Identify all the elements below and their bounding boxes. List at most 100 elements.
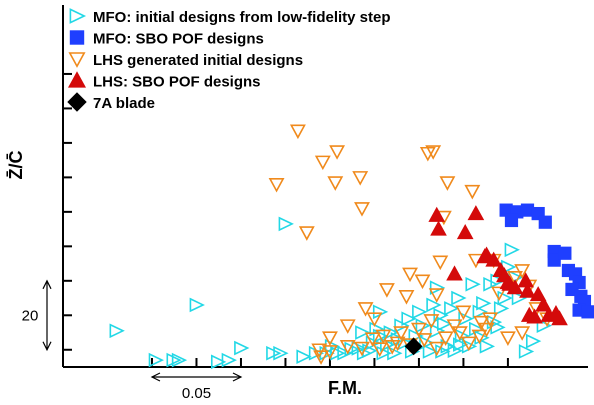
data-point xyxy=(519,282,536,298)
legend-label: 7A blade xyxy=(93,95,155,112)
data-point xyxy=(476,295,492,311)
data-point xyxy=(471,329,488,345)
data-point xyxy=(296,349,312,364)
data-point xyxy=(423,314,440,329)
data-point xyxy=(426,297,442,313)
data-point xyxy=(322,331,338,346)
data-point xyxy=(189,297,205,313)
data-point xyxy=(371,342,388,357)
data-point xyxy=(313,350,329,365)
legend-marker xyxy=(68,52,86,68)
data-point xyxy=(436,316,453,332)
data-point xyxy=(511,290,528,306)
data-point xyxy=(493,301,510,316)
data-point xyxy=(171,352,188,368)
data-point xyxy=(478,322,495,338)
y-axis-label: Z̄/C̄ xyxy=(6,151,26,180)
data-point xyxy=(504,242,520,258)
data-point xyxy=(529,286,547,302)
data-point xyxy=(464,184,481,200)
data-point xyxy=(518,344,535,359)
data-point xyxy=(491,286,507,302)
data-point xyxy=(453,337,469,352)
data-point xyxy=(520,203,535,217)
legend: MFO: initial designs from low-fidelity s… xyxy=(67,8,391,112)
data-point xyxy=(289,124,306,140)
legend-marker xyxy=(67,92,87,112)
data-point xyxy=(455,305,472,321)
data-point xyxy=(526,308,543,324)
data-point xyxy=(446,265,463,281)
x-scale-label: 0.05 xyxy=(182,385,211,402)
data-point xyxy=(551,310,568,326)
data-point xyxy=(339,340,356,355)
data-point xyxy=(429,280,446,296)
legend-marker xyxy=(69,8,87,24)
data-point xyxy=(514,326,531,341)
data-point xyxy=(439,176,456,191)
data-point xyxy=(499,203,513,217)
legend-marker xyxy=(69,30,85,45)
data-point xyxy=(234,340,250,356)
data-point xyxy=(432,255,449,271)
data-point xyxy=(268,177,285,193)
data-point xyxy=(435,344,451,359)
data-point xyxy=(581,305,594,319)
data-point xyxy=(398,290,415,305)
data-point xyxy=(456,224,474,240)
data-point xyxy=(437,331,454,346)
data-point xyxy=(402,267,418,283)
data-point xyxy=(422,344,439,359)
data-point xyxy=(352,171,369,186)
data-point xyxy=(499,274,517,290)
y-scale-label: 20 xyxy=(22,307,39,324)
y-scale-arrowhead-top xyxy=(42,279,52,290)
data-point xyxy=(547,253,561,267)
data-point xyxy=(538,215,552,229)
data-point xyxy=(298,226,315,241)
legend-marker xyxy=(67,71,87,88)
data-point xyxy=(416,333,433,348)
data-point xyxy=(473,315,490,331)
data-point xyxy=(221,352,237,368)
data-point xyxy=(311,343,328,359)
series-3 xyxy=(268,124,556,365)
data-point xyxy=(536,318,552,333)
data-point xyxy=(375,329,392,345)
data-point xyxy=(389,336,406,352)
data-point xyxy=(412,304,428,320)
data-point xyxy=(428,341,445,357)
data-point xyxy=(314,155,331,171)
y-scale-arrowhead-bottom xyxy=(42,341,52,352)
legend-label: LHS generated initial designs xyxy=(93,52,303,69)
data-point xyxy=(428,206,446,222)
x-scale-arrowhead-left xyxy=(150,372,161,382)
data-point xyxy=(535,296,552,312)
data-point xyxy=(109,323,125,339)
data-point xyxy=(355,325,371,340)
x-axis-label: F.M. xyxy=(328,378,362,398)
data-point xyxy=(525,333,542,349)
series-4 xyxy=(428,205,568,326)
legend-label: MFO: SBO POF designs xyxy=(93,31,264,48)
data-point xyxy=(430,220,447,236)
data-point xyxy=(410,322,427,338)
axes xyxy=(62,5,588,368)
x-scale-arrowhead-right xyxy=(232,372,243,382)
data-point xyxy=(446,319,463,334)
data-point xyxy=(210,354,227,370)
data-point xyxy=(479,338,496,354)
data-point xyxy=(354,341,370,357)
data-point xyxy=(366,312,383,328)
series-2 xyxy=(499,203,594,319)
data-point xyxy=(351,341,367,356)
data-point xyxy=(414,274,431,290)
data-points xyxy=(109,124,594,370)
data-point xyxy=(378,283,395,298)
data-point xyxy=(454,328,471,344)
data-point xyxy=(148,352,164,368)
legend-label: LHS: SBO POF designs xyxy=(93,74,261,91)
data-point xyxy=(558,246,572,260)
data-point xyxy=(485,251,503,267)
